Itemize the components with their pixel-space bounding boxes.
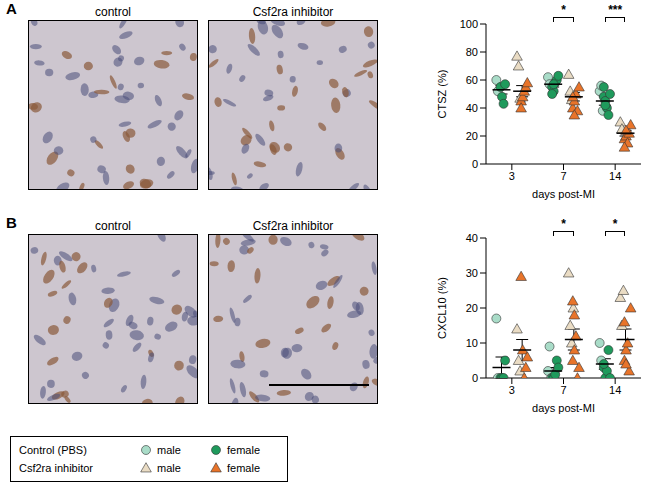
- html-text:control: control: [95, 5, 131, 19]
- svg-text:7: 7: [560, 170, 566, 182]
- svg-text:10: 10: [466, 337, 478, 349]
- svg-text:80: 80: [466, 46, 478, 58]
- html-text:male: male: [157, 444, 181, 456]
- svg-text:40: 40: [466, 232, 478, 244]
- svg-text:days post-MI: days post-MI: [532, 188, 595, 200]
- svg-text:CXCL10 (%): CXCL10 (%): [436, 277, 448, 339]
- svg-text:CTSZ (%): CTSZ (%): [436, 70, 448, 119]
- svg-text:20: 20: [466, 130, 478, 142]
- svg-text:14: 14: [609, 384, 621, 396]
- svg-text:3: 3: [509, 170, 515, 182]
- svg-text:0: 0: [472, 372, 478, 384]
- svg-text:30: 30: [466, 267, 478, 279]
- svg-text:100: 100: [460, 18, 478, 30]
- svg-text:20: 20: [466, 302, 478, 314]
- svg-text:40: 40: [466, 102, 478, 114]
- html-text:Csf2ra inhibitor: Csf2ra inhibitor: [252, 219, 334, 233]
- html-text:Csf2ra inhibitor: Csf2ra inhibitor: [252, 5, 334, 19]
- svg-text:60: 60: [466, 74, 478, 86]
- svg-text:14: 14: [609, 170, 621, 182]
- svg-text:3: 3: [509, 384, 515, 396]
- html-text:Csf2ra inhibitor: Csf2ra inhibitor: [19, 462, 93, 474]
- html-text:A: A: [6, 0, 17, 17]
- html-text:B: B: [6, 214, 17, 231]
- html-text:female: female: [227, 444, 260, 456]
- svg-text:7: 7: [560, 384, 566, 396]
- html-text:female: female: [227, 462, 260, 474]
- svg-text:0: 0: [472, 158, 478, 170]
- html-text:Control (PBS): Control (PBS): [19, 444, 87, 456]
- html-text:male: male: [157, 462, 181, 474]
- svg-text:days post-MI: days post-MI: [532, 402, 595, 414]
- html-text:control: control: [95, 219, 131, 233]
